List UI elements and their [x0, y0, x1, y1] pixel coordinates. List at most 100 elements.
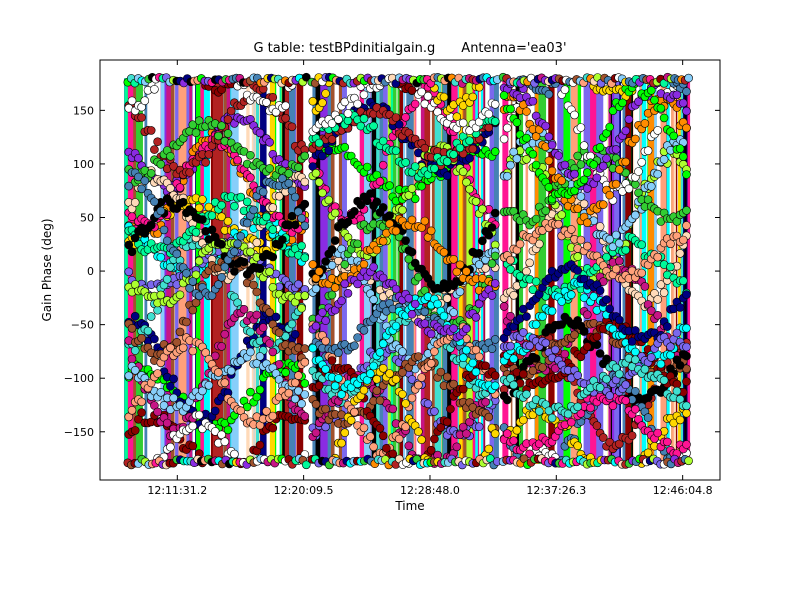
phase-point — [598, 161, 608, 171]
phase-point — [217, 200, 226, 210]
phase-point — [353, 99, 362, 109]
phase-point — [246, 173, 255, 182]
phase-point — [300, 177, 310, 187]
phase-point — [446, 404, 455, 414]
phase-point — [557, 210, 567, 219]
phase-point — [630, 134, 640, 144]
phase-point — [481, 397, 490, 407]
phase-point — [678, 235, 688, 245]
phase-point — [274, 191, 284, 201]
phase-point — [471, 367, 481, 377]
phase-point — [300, 344, 310, 353]
phase-point — [268, 347, 278, 357]
phase-point — [582, 168, 592, 177]
phase-point — [528, 96, 538, 106]
phase-point — [172, 337, 182, 347]
phase-point — [217, 342, 226, 351]
phase-point — [169, 374, 178, 384]
phase-point — [621, 126, 631, 136]
phase-point — [372, 245, 382, 255]
phase-point — [653, 295, 663, 304]
phase-point — [518, 369, 528, 379]
phase-point — [442, 417, 452, 427]
phase-point — [150, 197, 159, 206]
phase-point — [653, 169, 663, 179]
phase-point — [439, 248, 449, 257]
phase-point — [391, 113, 401, 122]
phase-point — [579, 175, 589, 185]
phase-point — [659, 375, 669, 385]
phase-point — [311, 399, 321, 409]
phase-point — [531, 160, 541, 170]
phase-point — [430, 347, 439, 356]
phase-point — [334, 373, 343, 383]
phase-point — [359, 423, 369, 433]
phase-point — [659, 155, 669, 164]
phase-point — [281, 368, 290, 377]
phase-point — [372, 386, 382, 396]
phase-point — [223, 216, 233, 226]
phase-point — [369, 442, 378, 452]
data-marks — [123, 72, 693, 470]
phase-point — [290, 192, 300, 202]
phase-point — [388, 404, 398, 414]
phase-point — [324, 195, 334, 205]
phase-point — [442, 294, 452, 303]
phase-point — [314, 138, 324, 148]
phase-point — [598, 200, 608, 209]
phase-point — [509, 380, 519, 390]
phase-point — [682, 408, 691, 418]
phase-point — [294, 371, 303, 380]
phase-point — [417, 373, 426, 382]
phase-point — [449, 308, 458, 317]
phase-point — [337, 390, 346, 399]
phase-point — [407, 215, 417, 225]
phase-point — [531, 320, 541, 329]
phase-point — [284, 169, 294, 178]
phase-point — [547, 140, 557, 150]
phase-point — [538, 312, 547, 321]
phase-point — [573, 402, 583, 412]
phase-point — [573, 371, 583, 380]
phase-point — [198, 195, 207, 204]
phase-point — [669, 131, 679, 141]
phase-point — [487, 223, 497, 232]
phase-point — [321, 316, 330, 325]
phase-point — [518, 328, 528, 337]
phase-point — [385, 181, 394, 190]
phase-point — [311, 168, 321, 178]
phase-point — [239, 304, 249, 314]
phase-point — [573, 266, 583, 275]
phase-point — [175, 327, 185, 337]
phase-point — [614, 315, 624, 325]
phase-point — [398, 389, 407, 399]
phase-point — [442, 171, 452, 180]
phase-point — [350, 207, 359, 216]
phase-point — [308, 343, 318, 353]
phase-point — [388, 449, 398, 459]
phase-point — [611, 179, 621, 189]
phase-point — [194, 256, 204, 266]
phase-point — [538, 363, 547, 372]
phase-point — [614, 238, 624, 248]
phase-point — [337, 438, 346, 448]
phase-point — [675, 249, 685, 258]
phase-point — [582, 241, 592, 251]
phase-point — [188, 305, 198, 315]
x-tick-label: 12:46:04.8 — [653, 484, 713, 497]
phase-point — [471, 312, 481, 322]
phase-point — [458, 384, 468, 394]
phase-point — [490, 429, 500, 439]
phase-point — [462, 267, 471, 276]
phase-point — [630, 404, 640, 414]
phase-point — [294, 279, 303, 289]
phase-point — [378, 363, 388, 373]
phase-point — [675, 415, 685, 425]
phase-point — [268, 93, 278, 102]
phase-point — [407, 309, 417, 319]
phase-point — [223, 129, 233, 138]
phase-point — [130, 311, 140, 321]
phase-point — [265, 339, 274, 348]
phase-point — [682, 351, 691, 361]
